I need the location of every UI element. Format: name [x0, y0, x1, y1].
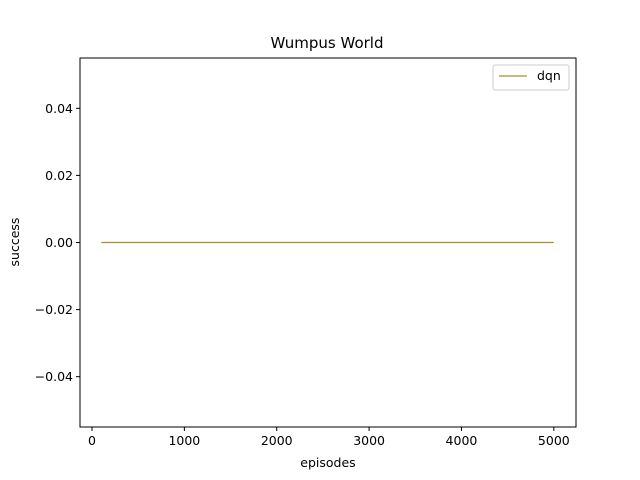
y-tick-label: 0.04	[45, 101, 73, 116]
x-tick-label: 3000	[353, 433, 385, 448]
x-tick-label: 2000	[261, 433, 293, 448]
x-tick-label: 0	[88, 433, 96, 448]
y-axis-ticks: −0.04 −0.02 0.00 0.02 0.04	[35, 101, 80, 384]
legend: dqn	[492, 64, 570, 91]
legend-box	[492, 64, 570, 91]
y-tick-label: 0.00	[45, 235, 73, 250]
y-tick-label: −0.04	[35, 369, 73, 384]
y-tick-label: −0.02	[35, 302, 73, 317]
y-tick-label: 0.02	[45, 168, 73, 183]
x-tick-label: 5000	[538, 433, 570, 448]
x-tick-label: 1000	[168, 433, 200, 448]
legend-label-dqn: dqn	[537, 68, 561, 83]
chart-title: Wumpus World	[270, 34, 383, 52]
x-axis-label: episodes	[300, 455, 355, 470]
x-tick-label: 4000	[446, 433, 478, 448]
y-axis-label: success	[7, 218, 22, 267]
x-axis-ticks: 0 1000 2000 3000 4000 5000	[88, 427, 570, 448]
